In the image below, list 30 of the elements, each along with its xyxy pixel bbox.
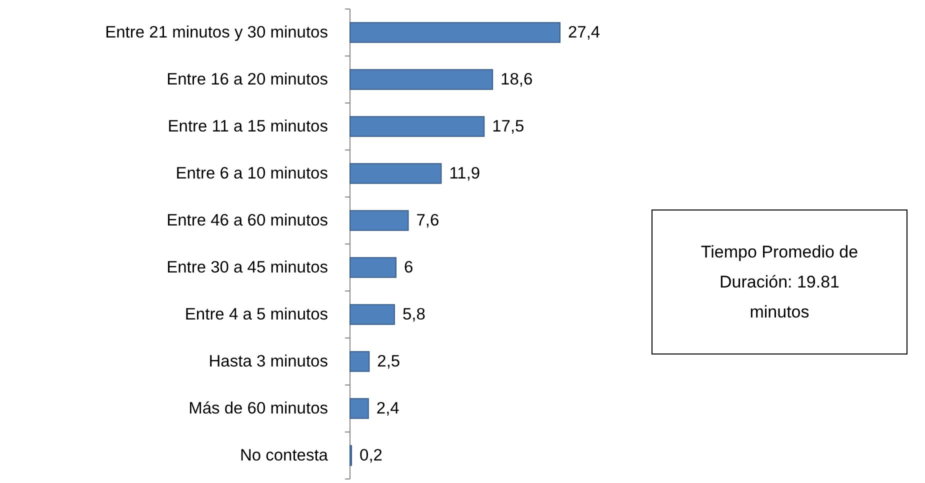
bar <box>350 398 369 419</box>
data-label: 2,5 <box>377 352 400 370</box>
bar <box>350 116 485 137</box>
y-tick-label: Entre 30 a 45 minutos <box>166 258 328 276</box>
data-label: 5,8 <box>402 306 426 324</box>
bar <box>350 257 396 278</box>
data-label: 18,6 <box>500 70 533 88</box>
data-label: 6 <box>404 258 414 276</box>
bar <box>350 304 395 325</box>
bar <box>350 210 409 231</box>
data-label: 11,9 <box>449 164 480 182</box>
bar <box>350 69 494 90</box>
bar <box>350 351 370 372</box>
data-label: 2,4 <box>376 400 400 418</box>
y-tick-label: Entre 4 a 5 minutos <box>184 306 328 324</box>
data-label: 17,5 <box>492 118 524 136</box>
data-label: 7,6 <box>416 212 440 230</box>
data-label: 0,2 <box>360 446 382 464</box>
y-tick-label: Entre 21 minutos y 30 minutos <box>105 24 328 42</box>
y-tick-label: Entre 11 a 15 minutos <box>168 118 328 136</box>
y-tick-label: Entre 6 a 10 minutos <box>176 164 328 182</box>
text: Tiempo Promedio de Duración: 19.81 minutos <box>700 242 858 322</box>
y-tick-label: Más de 60 minutos <box>188 400 328 418</box>
bar <box>350 22 560 43</box>
y-tick-label: Entre 46 a 60 minutos <box>166 212 328 230</box>
bar <box>350 163 442 184</box>
data-label: 27,4 <box>568 24 600 42</box>
y-tick-label: Entre 16 a 20 minutos <box>166 70 328 88</box>
y-tick-label: No contesta <box>240 446 329 464</box>
y-tick-label: Hasta 3 minutos <box>208 352 328 370</box>
